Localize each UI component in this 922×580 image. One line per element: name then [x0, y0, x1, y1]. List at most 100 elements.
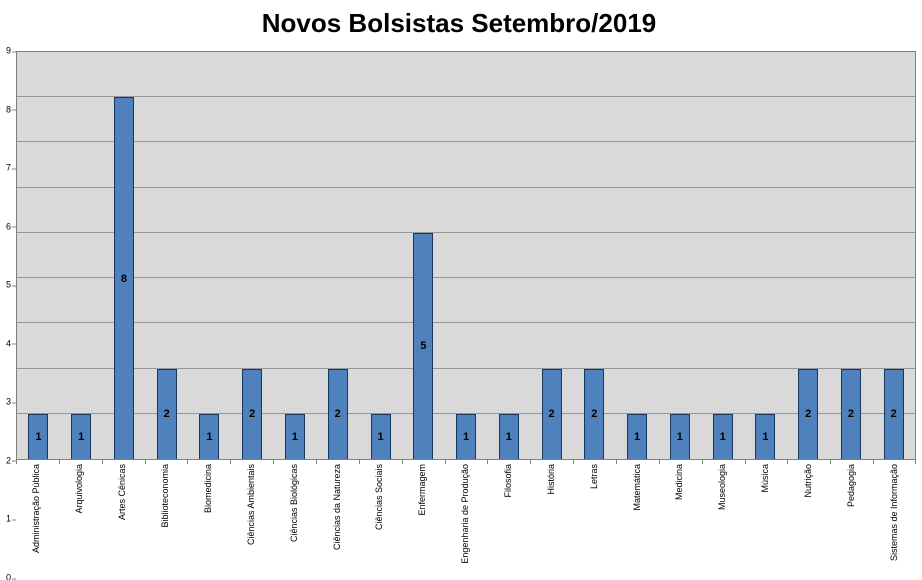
- y-axis-tick-label: 5: [5, 279, 17, 290]
- x-axis-category-label: Medicina: [674, 464, 685, 501]
- bar-value-label: 2: [249, 408, 256, 421]
- x-axis-slot: Engenharia de Produção: [444, 460, 488, 578]
- x-axis-slot: Matemática: [616, 460, 659, 578]
- x-axis-slot: Arquivologia: [58, 460, 102, 578]
- x-axis-category-label: Engenharia de Produção: [460, 464, 471, 564]
- gridline: [17, 231, 915, 233]
- bar-slot: 1: [487, 52, 530, 459]
- y-axis-tick-label: 2: [5, 455, 17, 466]
- bar-slot: 1: [359, 52, 402, 459]
- bar-slot: 1: [616, 52, 659, 459]
- bar-slot: 8: [103, 52, 146, 459]
- bar: 2: [156, 368, 177, 459]
- bar: 2: [541, 368, 562, 459]
- x-axis-category-label: Artes Cênicas: [117, 464, 128, 521]
- bar: 1: [284, 413, 305, 459]
- bar: 2: [840, 368, 861, 459]
- x-axis-category-label: Ciências da Natureza: [331, 464, 342, 551]
- x-axis-category-label: Biomedicina: [202, 464, 213, 514]
- gridline: [17, 141, 915, 143]
- bar-value-label: 1: [462, 430, 470, 443]
- bar-slot: 1: [744, 52, 787, 459]
- x-axis-slot: Ciências Biológicas: [273, 460, 316, 578]
- gridline: [17, 96, 915, 98]
- bar-slot: 2: [316, 52, 359, 459]
- x-axis-slot: Ciências Ambientais: [230, 460, 273, 578]
- chart-title: Novos Bolsistas Setembro/2019: [261, 8, 657, 38]
- bar-value-label: 1: [35, 430, 42, 443]
- x-axis-category-label: Filosofia: [502, 464, 513, 498]
- bar-slot: 1: [658, 52, 701, 459]
- y-axis-tick-label: 7: [5, 162, 17, 173]
- x-axis-category-label: Pedagogia: [845, 464, 856, 508]
- bar: 2: [242, 368, 263, 459]
- x-axis-category-label: Ciências Sociais: [374, 464, 385, 531]
- bar: 2: [883, 368, 904, 459]
- bar-value-label: 1: [634, 430, 641, 443]
- x-axis-category-label: Letras: [588, 464, 599, 490]
- bar-value-label: 1: [719, 430, 726, 443]
- x-axis-slot: Filosofia: [487, 460, 530, 578]
- bar-value-label: 1: [206, 430, 213, 443]
- bar: 1: [498, 413, 519, 459]
- bar-slot: 1: [17, 52, 60, 459]
- bar-value-label: 8: [120, 272, 127, 285]
- x-axis-category-label: Matemática: [631, 464, 642, 511]
- bar-slot: 2: [231, 52, 274, 459]
- bar-value-label: 2: [890, 408, 897, 421]
- bar-value-label: 2: [805, 408, 812, 421]
- bar-value-label: 5: [420, 340, 427, 353]
- gridline: [17, 322, 915, 324]
- bar-slot: 2: [787, 52, 830, 459]
- bar: 1: [669, 413, 690, 459]
- x-axis-category-label: Música: [760, 464, 771, 493]
- y-axis-tick-label: 8: [5, 104, 17, 115]
- bar-value-label: 2: [847, 408, 854, 421]
- x-axis-slot: Medicina: [658, 460, 702, 578]
- bar: 8: [113, 97, 134, 459]
- y-axis-tick-label: 4: [5, 338, 17, 349]
- x-axis-category-label: Sistemas de Informação: [888, 464, 899, 562]
- plot-column: 1 1 8 2 1 2 1 2 1 5 1 1 2 2 1 1 1 1 2 2 2 Administração Públ…: [16, 51, 916, 578]
- y-axis: 0 1 2 3 4 5 6 7 8 9: [2, 46, 17, 580]
- x-axis-slot: Nutrição: [787, 460, 830, 578]
- bar-slot: 1: [445, 52, 488, 459]
- bar: 2: [584, 368, 605, 459]
- bar: 5: [413, 232, 434, 459]
- x-axis-slot: Artes Cênicas: [101, 460, 145, 578]
- bar: 1: [712, 413, 733, 459]
- bar: 1: [755, 413, 776, 459]
- x-axis-slot: Biomedicina: [187, 460, 230, 578]
- x-axis-slot: Ciências da Natureza: [316, 460, 359, 578]
- x-axis-category-label: Arquivologia: [74, 464, 85, 514]
- y-axis-tick-label: 3: [5, 396, 17, 407]
- x-axis-slot: Música: [744, 460, 788, 578]
- plot-area: 1 1 8 2 1 2 1 2 1 5 1 1 2 2 1 1 1 1 2 2 2: [16, 51, 916, 460]
- bar-value-label: 1: [505, 430, 512, 443]
- y-axis-tick-label: 0: [6, 573, 17, 580]
- x-axis-slot: Letras: [573, 460, 616, 578]
- bars-row: 1 1 8 2 1 2 1 2 1 5 1 1 2 2 1 1 1 1 2 2 2: [17, 52, 915, 459]
- bar-value-label: 1: [676, 430, 683, 443]
- bar-value-label: 1: [762, 430, 769, 443]
- x-axis-slot: Sistemas de Informação: [873, 460, 916, 578]
- bar-value-label: 2: [334, 408, 341, 421]
- y-axis-tick-label: 1: [5, 513, 17, 524]
- x-axis-category-label: Ciências Biológicas: [288, 464, 299, 543]
- x-axis-slot: História: [530, 460, 573, 578]
- bar: 1: [71, 413, 92, 459]
- gridline: [17, 186, 915, 188]
- bar-value-label: 1: [291, 430, 299, 443]
- bar-slot: 1: [188, 52, 231, 459]
- gridline: [17, 412, 915, 414]
- x-axis-category-label: Enfermagem: [417, 464, 428, 516]
- chart-body: 0 1 2 3 4 5 6 7 8 9 1 1 8 2 1 2 1 2 1 5 1 1 2 2 1 1 1 1 2 2 2 Adminis…: [2, 46, 916, 580]
- bar-value-label: 2: [548, 408, 555, 421]
- x-axis-category-label: Biblioteconomia: [160, 464, 171, 528]
- x-axis-slot: Biblioteconomia: [144, 460, 188, 578]
- bar-value-label: 1: [78, 430, 85, 443]
- x-axis-slot: Administração Pública: [16, 460, 59, 578]
- x-axis-category-label: Administração Pública: [31, 464, 42, 554]
- bar-slot: 5: [402, 52, 445, 459]
